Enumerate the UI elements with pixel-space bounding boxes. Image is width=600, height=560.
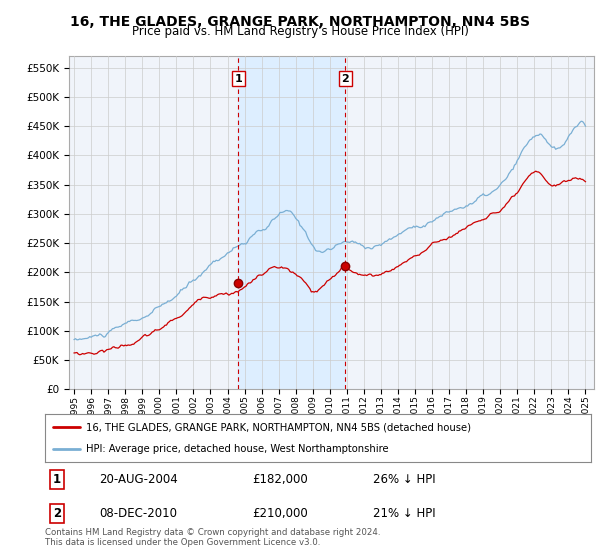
Text: 1: 1: [53, 473, 61, 486]
Text: £210,000: £210,000: [253, 507, 308, 520]
Text: 08-DEC-2010: 08-DEC-2010: [100, 507, 178, 520]
Text: 26% ↓ HPI: 26% ↓ HPI: [373, 473, 435, 486]
Text: 2: 2: [53, 507, 61, 520]
Text: 16, THE GLADES, GRANGE PARK, NORTHAMPTON, NN4 5BS (detached house): 16, THE GLADES, GRANGE PARK, NORTHAMPTON…: [86, 422, 471, 432]
Text: 21% ↓ HPI: 21% ↓ HPI: [373, 507, 435, 520]
Text: 20-AUG-2004: 20-AUG-2004: [100, 473, 178, 486]
Text: 1: 1: [235, 73, 242, 83]
Text: £182,000: £182,000: [253, 473, 308, 486]
Bar: [238, 56, 346, 389]
Text: This data is licensed under the Open Government Licence v3.0.: This data is licensed under the Open Gov…: [45, 538, 320, 547]
Text: 2: 2: [341, 73, 349, 83]
Text: Price paid vs. HM Land Registry's House Price Index (HPI): Price paid vs. HM Land Registry's House …: [131, 25, 469, 38]
Text: 16, THE GLADES, GRANGE PARK, NORTHAMPTON, NN4 5BS: 16, THE GLADES, GRANGE PARK, NORTHAMPTON…: [70, 15, 530, 29]
Text: Contains HM Land Registry data © Crown copyright and database right 2024.: Contains HM Land Registry data © Crown c…: [45, 528, 380, 537]
Text: HPI: Average price, detached house, West Northamptonshire: HPI: Average price, detached house, West…: [86, 444, 389, 454]
